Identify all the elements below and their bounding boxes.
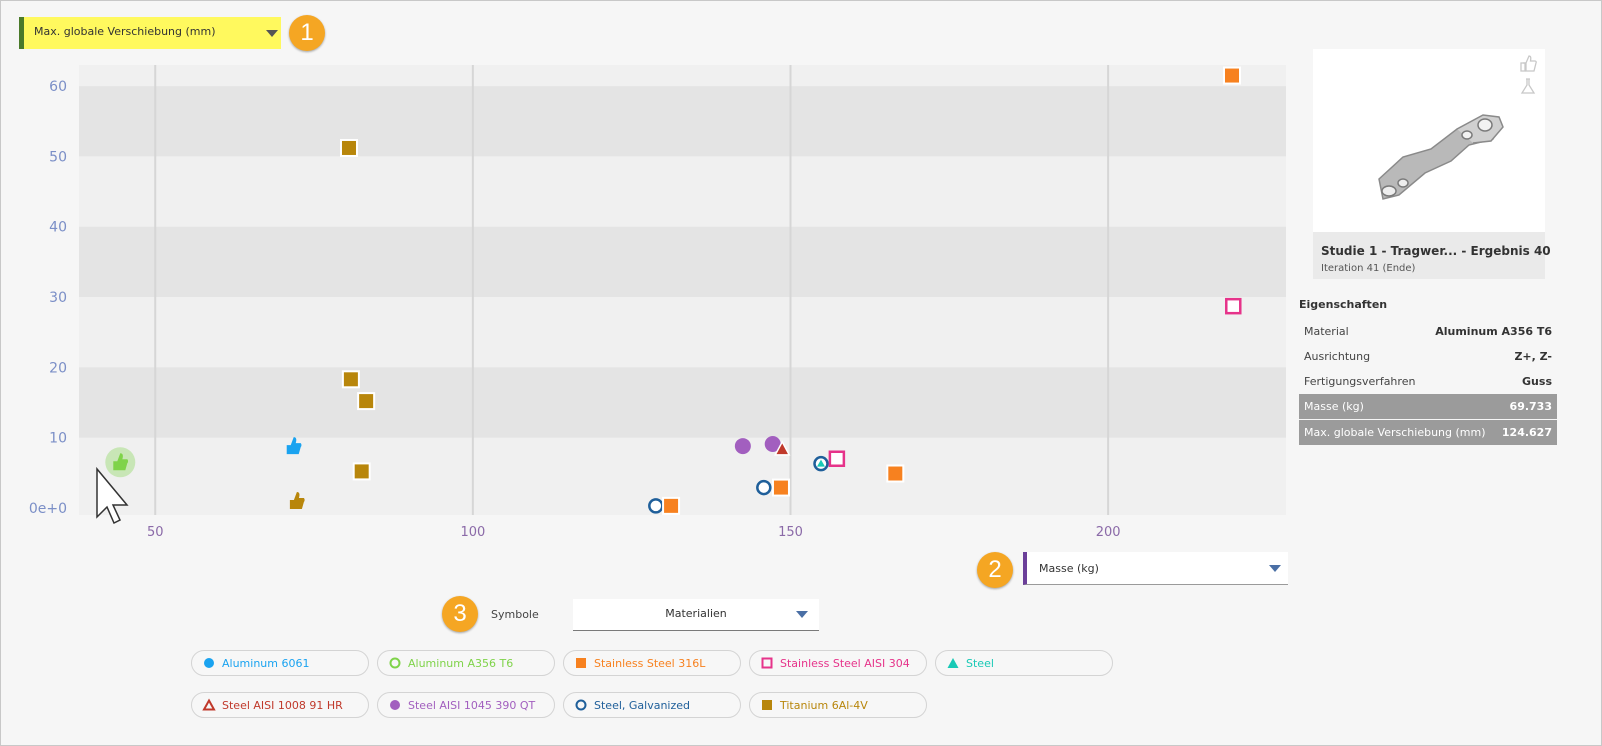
data-point[interactable]	[1225, 297, 1242, 315]
legend-chip-label: Aluminum A356 T6	[408, 657, 514, 670]
data-point[interactable]	[828, 450, 846, 467]
legend-chip-titanium-6al-4v[interactable]: Titanium 6Al-4V	[749, 692, 927, 718]
scatter-chart[interactable]: 0e+0 10 20 30 40 50 60 50 100 150 200	[1, 1, 1301, 561]
symbols-dropdown-value: Materialien	[665, 607, 727, 620]
open-triangle-icon	[202, 698, 216, 711]
legend-chip-label: Steel AISI 1008 91 HR	[222, 699, 343, 712]
callout-badge-2: 2	[977, 552, 1013, 588]
legend-chip-aluminum-a356-t6[interactable]: Aluminum A356 T6	[377, 650, 555, 676]
property-key: Fertigungsverfahren	[1304, 375, 1416, 388]
x-axis-dropdown[interactable]: Masse (kg)	[1023, 552, 1288, 585]
legend-chip-stainless-steel-316l[interactable]: Stainless Steel 316L	[563, 650, 741, 676]
x-axis-dropdown-label: Masse (kg)	[1039, 562, 1099, 575]
y-tick-label: 60	[49, 79, 67, 95]
data-point[interactable]	[105, 447, 136, 478]
legend-chip-aluminum-6061[interactable]: Aluminum 6061	[191, 650, 369, 676]
plot-band	[79, 226, 1286, 298]
data-point[interactable]	[764, 435, 781, 452]
x-tick-label: 150	[778, 525, 803, 540]
data-point[interactable]	[341, 370, 360, 389]
part-render-image	[1378, 114, 1504, 200]
part-thumbnail	[1313, 49, 1545, 232]
open-square-icon	[761, 657, 773, 669]
data-point[interactable]	[352, 462, 371, 481]
filled-circle-icon	[204, 658, 214, 668]
filled-square-icon	[762, 700, 772, 710]
property-row-mass: Masse (kg) 69.733	[1299, 394, 1557, 419]
property-key: Masse (kg)	[1304, 400, 1364, 413]
properties-title: Eigenschaften	[1299, 298, 1388, 311]
symbols-label: Symbole	[491, 608, 539, 621]
property-value: Guss	[1522, 375, 1552, 388]
data-point[interactable]	[287, 491, 307, 511]
y-tick-label: 30	[49, 290, 67, 306]
property-key: Max. globale Verschiebung (mm)	[1304, 426, 1486, 439]
legend-chip-label: Steel, Galvanized	[594, 699, 691, 712]
callout-badge-3: 3	[442, 596, 478, 632]
data-point[interactable]	[662, 496, 681, 515]
legend-chip-steel-aisi-1008-91-hr[interactable]: Steel AISI 1008 91 HR	[191, 692, 369, 718]
property-row-material: Material Aluminum A356 T6	[1299, 319, 1557, 344]
property-value: Aluminum A356 T6	[1435, 325, 1552, 338]
thumbs-up-icon[interactable]	[1519, 53, 1537, 75]
property-row-displacement: Max. globale Verschiebung (mm) 124.627	[1299, 420, 1557, 445]
property-value: Z+, Z-	[1514, 350, 1552, 363]
filled-square-icon	[576, 658, 586, 668]
chevron-down-icon	[796, 611, 808, 618]
y-tick-label: 0e+0	[29, 501, 67, 517]
data-point[interactable]	[648, 498, 664, 514]
flask-icon[interactable]	[1519, 77, 1537, 95]
data-point[interactable]	[773, 440, 791, 456]
plot-band	[79, 86, 1286, 157]
legend-chip-label: Stainless Steel 316L	[594, 657, 706, 670]
legend-chip-steel-galvanized[interactable]: Steel, Galvanized	[563, 692, 741, 718]
callout-badge-1: 1	[289, 15, 325, 51]
legend-chip-steel[interactable]: Steel	[935, 650, 1113, 676]
y-tick-label: 40	[49, 220, 67, 236]
x-tick-label: 100	[460, 525, 485, 540]
filled-circle-icon	[390, 700, 400, 710]
y-axis-dropdown[interactable]: Max. globale Verschiebung (mm)	[19, 17, 281, 49]
chevron-down-icon	[266, 30, 278, 37]
property-value: 69.733	[1509, 400, 1552, 413]
y-axis-dropdown-label: Max. globale Verschiebung (mm)	[34, 25, 216, 38]
property-key: Material	[1304, 325, 1349, 338]
x-tick-label: 200	[1096, 525, 1121, 540]
data-point[interactable]	[771, 478, 790, 497]
legend-chip-label: Stainless Steel AISI 304	[780, 657, 910, 670]
property-key: Ausrichtung	[1304, 350, 1371, 363]
legend-chip-label: Steel	[966, 657, 994, 670]
legend-chip-stainless-steel-aisi-304[interactable]: Stainless Steel AISI 304	[749, 650, 927, 676]
y-tick-label: 50	[49, 149, 67, 165]
legend-chip-label: Aluminum 6061	[222, 657, 310, 670]
data-point[interactable]	[284, 436, 304, 456]
data-point[interactable]	[756, 479, 772, 496]
card-subtitle: Iteration 41 (Ende)	[1321, 263, 1416, 274]
plot-band	[79, 367, 1286, 438]
legend-chip-steel-aisi-1045-390-qt[interactable]: Steel AISI 1045 390 QT	[377, 692, 555, 718]
data-point[interactable]	[816, 459, 825, 467]
symbols-dropdown[interactable]: Materialien	[573, 599, 819, 631]
x-tick-label: 50	[147, 525, 164, 540]
result-card[interactable]: Studie 1 - Tragwer... - Ergebnis 40 Iter…	[1313, 49, 1551, 279]
card-title: Studie 1 - Tragwer... - Ergebnis 40	[1321, 244, 1551, 258]
data-point[interactable]	[886, 464, 905, 483]
open-circle-icon	[575, 699, 587, 711]
open-circle-icon	[389, 657, 401, 669]
data-point[interactable]	[734, 438, 751, 455]
data-point[interactable]	[1223, 66, 1242, 85]
property-row-manufacturing: Fertigungsverfahren Guss	[1299, 369, 1557, 394]
y-tick-label: 10	[49, 431, 67, 447]
data-point[interactable]	[357, 392, 376, 411]
mouse-cursor-icon	[96, 466, 129, 525]
chevron-down-icon	[1269, 565, 1281, 572]
y-tick-label: 20	[49, 360, 67, 376]
property-value: 124.627	[1501, 426, 1552, 439]
legend-chip-label: Steel AISI 1045 390 QT	[408, 699, 536, 712]
legend-chip-label: Titanium 6Al-4V	[780, 699, 868, 712]
filled-triangle-icon	[947, 658, 959, 668]
property-row-orientation: Ausrichtung Z+, Z-	[1299, 344, 1557, 369]
data-point[interactable]	[339, 138, 358, 157]
